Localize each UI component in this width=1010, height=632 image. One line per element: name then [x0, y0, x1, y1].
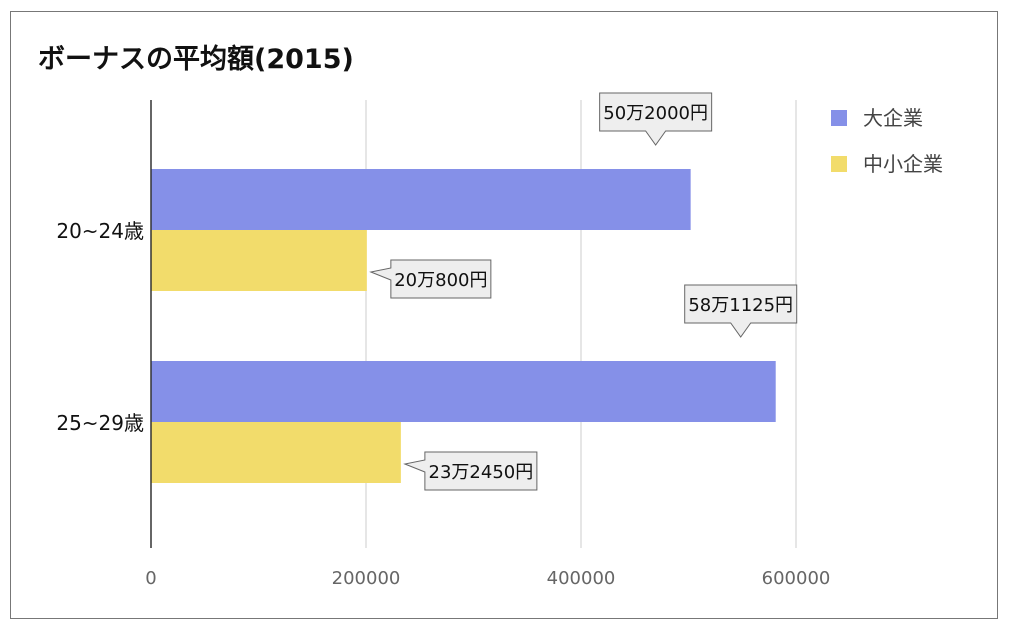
callout-box: [599, 92, 713, 146]
x-tick-label: 0: [145, 568, 156, 589]
bar: [151, 361, 776, 422]
x-tick-label: 600000: [762, 568, 831, 589]
legend-label: 中小企業: [863, 152, 943, 176]
bar: [151, 422, 401, 483]
data-label: 58万1125円: [688, 295, 793, 316]
category-label: 25~29歳: [56, 411, 144, 435]
legend-swatch: [831, 110, 847, 126]
data-label-callout: 50万2000円: [599, 92, 713, 146]
legend-swatch: [831, 156, 847, 172]
chart-title: ボーナスの平均額(2015): [38, 44, 354, 75]
data-label: 23万2450円: [429, 462, 534, 483]
labels: 0 200000 400000 600000 20~24歳 25~29歳: [56, 219, 830, 589]
x-tick-label: 400000: [547, 568, 616, 589]
callout-box: [369, 259, 492, 299]
callout-box: [403, 451, 538, 491]
category-label: 20~24歳: [56, 219, 144, 243]
bars: [151, 169, 776, 483]
data-label-callout: 23万2450円: [403, 451, 538, 491]
callout-box: [684, 284, 798, 338]
bar: [151, 230, 367, 291]
data-label: 50万2000円: [603, 103, 708, 124]
legend-label: 大企業: [863, 106, 923, 130]
data-label: 20万800円: [394, 270, 487, 291]
data-label-callouts: 50万2000円 20万800円 58万1125円 23万2450円: [369, 92, 798, 491]
data-label-callout: 20万800円: [369, 259, 492, 299]
data-label-callout: 58万1125円: [684, 284, 798, 338]
x-tick-label: 200000: [332, 568, 401, 589]
bar: [151, 169, 691, 230]
